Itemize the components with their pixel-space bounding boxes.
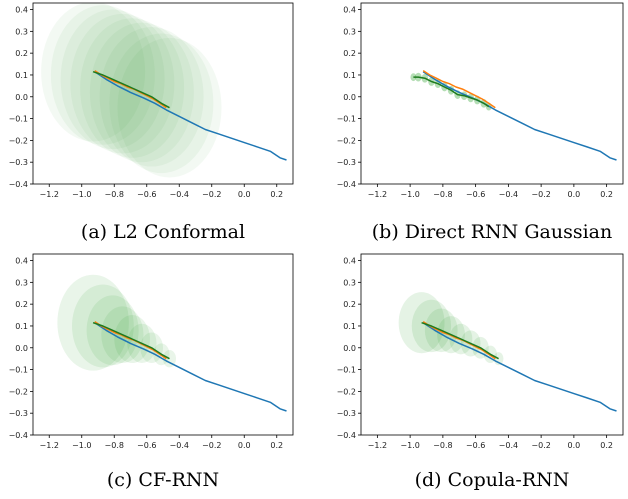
series-lines — [92, 320, 287, 412]
x-tick-label: −0.2 — [202, 190, 221, 199]
y-tick-label: 0.2 — [15, 300, 28, 309]
x-tick-label: −1.0 — [72, 190, 91, 199]
x-tick-label: −0.6 — [466, 441, 485, 450]
x-tick-label: −0.8 — [105, 441, 124, 450]
y-tick-label: −0.3 — [9, 409, 28, 418]
y-tick-label: 0.4 — [15, 257, 28, 266]
y-tick-label: −0.4 — [337, 180, 356, 189]
x-tick-label: −1.0 — [400, 190, 419, 199]
y-tick-label: −0.1 — [337, 366, 356, 375]
y-tick-label: −0.4 — [9, 180, 28, 189]
y-tick-label: −0.2 — [9, 387, 28, 396]
x-tick-label: 0.0 — [238, 190, 251, 199]
y-tick-label: 0.3 — [15, 27, 28, 36]
y-tick-label: 0.3 — [343, 278, 356, 287]
x-tick-label: −0.8 — [433, 441, 452, 450]
x-tick-label: −1.0 — [72, 441, 91, 450]
chart-panel-1: −1.2 −1.0 −0.8 −0.6 −0.4 −0.2 0.0 0.2 0.4 0.3 0.2 0… — [337, 2, 624, 243]
x-tick-label: −0.2 — [531, 441, 550, 450]
y-tick-label: 0.1 — [15, 322, 28, 331]
y-tick-label: −0.1 — [9, 115, 28, 124]
series-full-path — [94, 322, 287, 412]
x-tick-label: 0.2 — [270, 441, 283, 450]
x-tick-label: −1.2 — [40, 441, 59, 450]
y-tick-label: −0.2 — [9, 136, 28, 145]
y-tick-label: −0.1 — [337, 115, 356, 124]
y-tick-label: −0.2 — [337, 136, 356, 145]
series-prediction — [421, 321, 499, 360]
y-tick-label: 0.3 — [15, 278, 28, 287]
y-tick-label: −0.2 — [337, 387, 356, 396]
panel-caption: (a) L2 Conformal — [81, 221, 245, 243]
chart-panel-0: −1.2 −1.0 −0.8 −0.6 −0.4 −0.2 0.0 0.2 0.4 0.3 0.2 0… — [9, 2, 294, 243]
y-tick-label: 0.3 — [343, 27, 356, 36]
x-tick-label: −0.2 — [531, 190, 550, 199]
x-tick-label: −0.6 — [137, 190, 156, 199]
plot-frame — [32, 2, 294, 185]
x-tick-label: −0.4 — [499, 190, 518, 199]
x-tick-label: −0.4 — [170, 190, 189, 199]
y-tick-label: 0.0 — [15, 93, 28, 102]
y-tick-label: −0.3 — [9, 158, 28, 167]
x-tick-label: −0.6 — [466, 190, 485, 199]
x-tick-label: 0.2 — [270, 190, 283, 199]
prediction-region — [410, 73, 417, 82]
series-prediction — [92, 321, 170, 360]
series-prediction — [413, 76, 490, 108]
y-tick-label: 0.2 — [15, 49, 28, 58]
x-tick-label: −0.4 — [170, 441, 189, 450]
y-tick-label: 0.0 — [15, 344, 28, 353]
x-tick-label: −1.2 — [368, 190, 387, 199]
chart-panel-2: −1.2 −1.0 −0.8 −0.6 −0.4 −0.2 0.0 0.2 0.4 0.3 0.2 0… — [9, 253, 294, 491]
prediction-regions — [41, 3, 222, 178]
series-full-path — [422, 71, 617, 161]
x-tick-label: 0.0 — [568, 190, 581, 199]
plot-frame — [360, 2, 624, 185]
y-tick-label: 0.1 — [15, 71, 28, 80]
plot-frame — [360, 253, 624, 436]
x-tick-label: 0.0 — [568, 441, 581, 450]
series-lines — [92, 69, 287, 161]
x-tick-label: −0.2 — [202, 441, 221, 450]
series-lines — [421, 320, 617, 412]
y-tick-label: −0.4 — [9, 431, 28, 440]
y-tick-label: 0.2 — [343, 300, 356, 309]
chart-panel-3: −1.2 −1.0 −0.8 −0.6 −0.4 −0.2 0.0 0.2 0.4 0.3 0.2 0… — [337, 253, 624, 491]
x-tick-label: −0.4 — [499, 441, 518, 450]
series-full-path — [94, 71, 287, 161]
x-tick-label: 0.2 — [600, 441, 613, 450]
series-ground-truth — [422, 69, 496, 109]
panel-caption: (c) CF-RNN — [107, 469, 219, 491]
x-tick-label: −1.2 — [368, 441, 387, 450]
x-tick-label: 0.0 — [238, 441, 251, 450]
y-tick-label: −0.3 — [337, 409, 356, 418]
y-tick-label: −0.3 — [337, 158, 356, 167]
y-tick-label: −0.1 — [9, 366, 28, 375]
plot-frame — [32, 253, 294, 436]
x-tick-label: −1.2 — [40, 190, 59, 199]
y-tick-label: 0.4 — [15, 6, 28, 15]
x-tick-label: −0.6 — [137, 441, 156, 450]
y-tick-label: 0.0 — [343, 93, 356, 102]
y-tick-label: 0.4 — [343, 257, 356, 266]
y-tick-label: −0.4 — [337, 431, 356, 440]
x-tick-label: −0.8 — [105, 190, 124, 199]
series-prediction — [92, 70, 170, 109]
panel-caption: (d) Copula-RNN — [415, 469, 570, 491]
panel-caption: (b) Direct RNN Gaussian — [372, 221, 612, 243]
y-tick-label: 0.1 — [343, 322, 356, 331]
x-tick-label: 0.2 — [600, 190, 613, 199]
y-tick-label: 0.1 — [343, 71, 356, 80]
prediction-region — [398, 292, 445, 354]
x-tick-label: −1.0 — [400, 441, 419, 450]
series-full-path — [422, 322, 617, 412]
y-tick-label: 0.4 — [343, 6, 356, 15]
y-tick-label: 0.0 — [343, 344, 356, 353]
x-tick-label: −0.8 — [433, 190, 452, 199]
y-tick-label: 0.2 — [343, 49, 356, 58]
series-lines — [413, 69, 617, 161]
